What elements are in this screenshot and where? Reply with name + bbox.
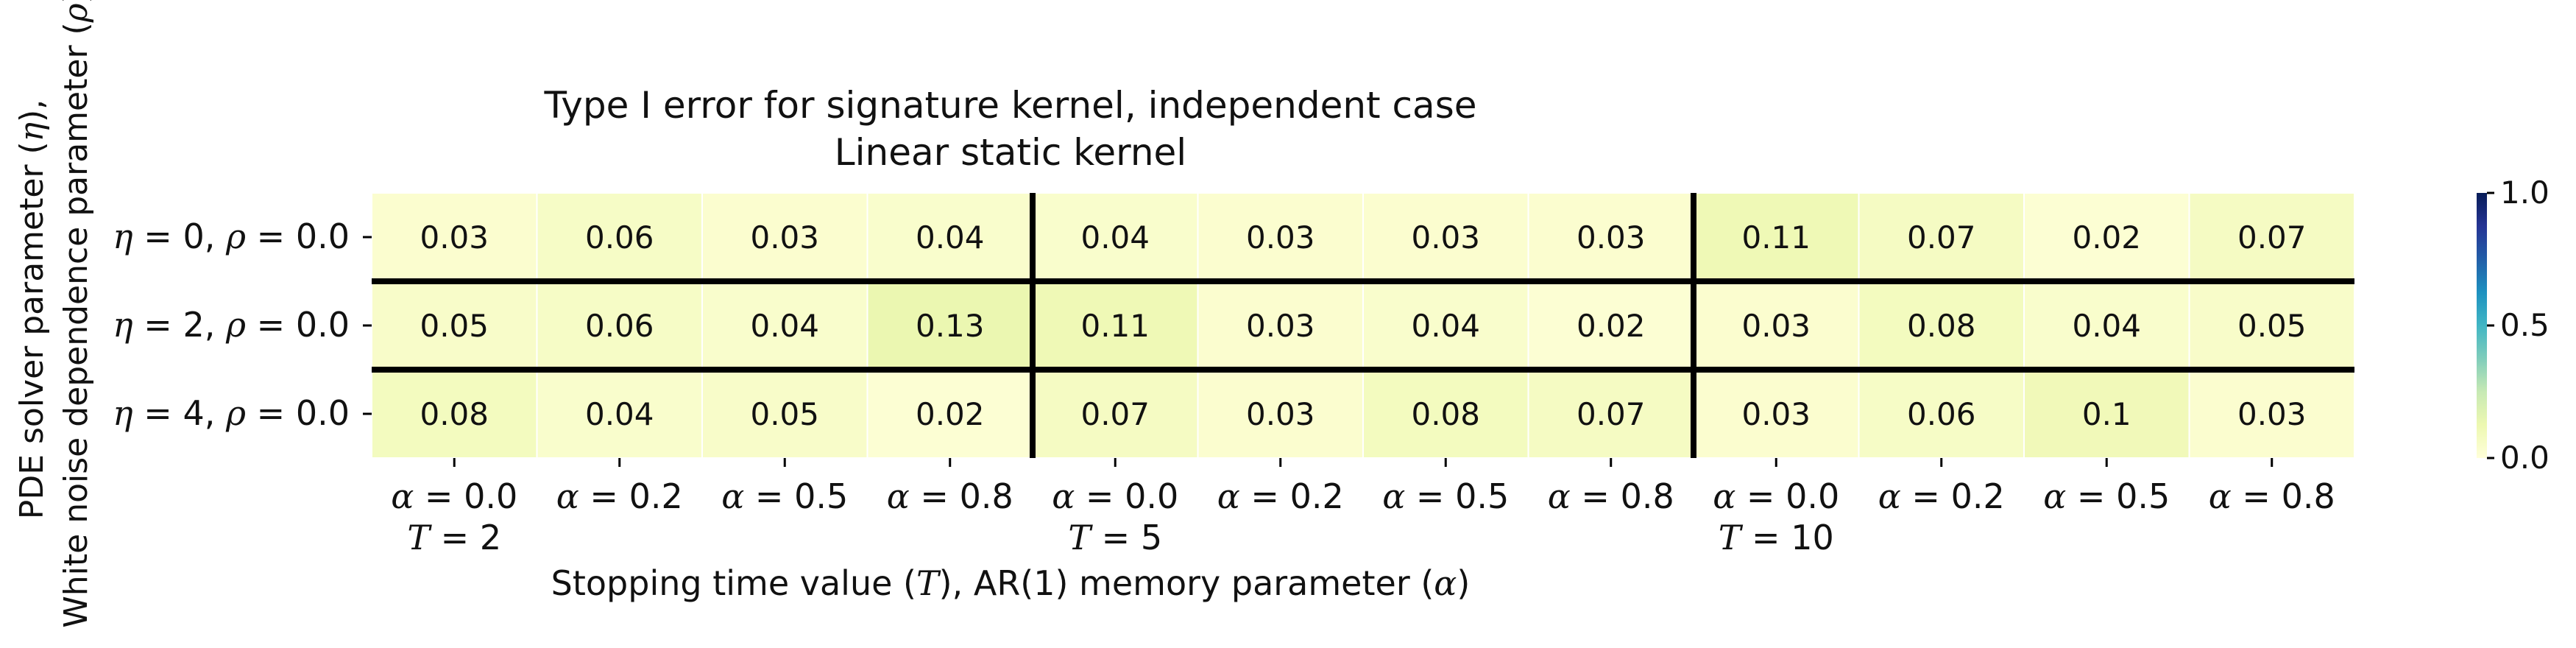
heatmap-cell <box>1197 192 1364 282</box>
heatmap-cell <box>371 281 538 370</box>
row-tick-label: η = 4, ρ = 0.0 <box>113 393 350 433</box>
cell-value-label: 0.11 <box>1741 219 1811 256</box>
cell-value-label: 0.05 <box>420 308 489 344</box>
column-tick-label: α = 0.0 <box>1052 476 1178 516</box>
cell-value-label: 0.02 <box>916 396 985 432</box>
row-tick-label: η = 2, ρ = 0.0 <box>113 305 350 345</box>
cell-value-label: 0.04 <box>750 308 819 344</box>
cell-value-label: 0.04 <box>1080 219 1150 256</box>
cell-value-label: 0.13 <box>916 308 985 344</box>
cell-value-label: 0.05 <box>750 396 819 432</box>
heatmap-cell <box>701 369 868 459</box>
column-tick-label: α = 0.2 <box>1878 476 2005 516</box>
column-tick-label: α = 0.0 <box>391 476 517 516</box>
cell-value-label: 0.06 <box>1907 396 1976 432</box>
cell-value-label: 0.04 <box>2072 308 2141 344</box>
heatmap-cell <box>371 369 538 459</box>
group-tick-label: T = 2 <box>407 518 501 557</box>
heatmap-cell <box>536 192 703 282</box>
cell-value-label: 0.04 <box>585 396 654 432</box>
heatmap-cell <box>1197 281 1364 370</box>
heatmap-cell <box>701 192 868 282</box>
heatmap-cell <box>1693 281 1860 370</box>
cell-value-label: 0.03 <box>1741 396 1811 432</box>
column-tick-label: α = 0.0 <box>1713 476 1839 516</box>
cell-value-label: 0.03 <box>1577 219 1646 256</box>
column-tick-label: α = 0.2 <box>556 476 683 516</box>
heatmap-cell <box>1032 192 1199 282</box>
cell-value-label: 0.04 <box>916 219 985 256</box>
chart-subtitle: Linear static kernel <box>835 131 1186 174</box>
cell-value-label: 0.06 <box>585 219 654 256</box>
colorbar-tick-label: 0.0 <box>2500 440 2550 476</box>
heatmap-cell <box>371 192 538 282</box>
y-axis-label-line: PDE solver parameter (η), <box>13 99 51 519</box>
group-tick-label: T = 5 <box>1068 518 1162 557</box>
heatmap-cell <box>2023 369 2190 459</box>
cell-value-label: 0.03 <box>750 219 819 256</box>
cell-value-label: 0.04 <box>1411 308 1480 344</box>
cell-value-label: 0.03 <box>1246 308 1315 344</box>
cell-value-label: 0.03 <box>1246 219 1315 256</box>
heatmap-cell <box>866 192 1033 282</box>
cell-value-label: 0.03 <box>2237 396 2307 432</box>
group-tick-label: T = 10 <box>1719 518 1834 557</box>
cell-value-label: 0.1 <box>2082 396 2131 432</box>
column-tick-label: α = 0.5 <box>2043 476 2170 516</box>
cell-value-label: 0.08 <box>1411 396 1480 432</box>
heatmap-cell <box>2188 281 2355 370</box>
cell-value-label: 0.03 <box>1741 308 1811 344</box>
colorbar-tick-label: 0.5 <box>2500 307 2550 343</box>
colorbar: 0.0 0.5 1.0 <box>2477 175 2550 476</box>
column-tick-label: α = 0.8 <box>1548 476 1674 516</box>
heatmap-cell <box>2188 192 2355 282</box>
cell-value-label: 0.08 <box>1907 308 1976 344</box>
heatmap-cell <box>866 369 1033 459</box>
heatmap-cell <box>1858 192 2025 282</box>
column-tick-label: α = 0.2 <box>1217 476 1344 516</box>
row-tick-label: η = 0, ρ = 0.0 <box>113 216 350 256</box>
y-axis-label-line: White noise dependence parameter (ρ) <box>57 0 95 628</box>
heatmap-cell <box>1527 281 1694 370</box>
cell-value-label: 0.02 <box>2072 219 2141 256</box>
colorbar-gradient <box>2477 193 2487 458</box>
heatmap-cell <box>1362 281 1529 370</box>
group-separators <box>372 193 2354 458</box>
column-tick-label: α = 0.8 <box>887 476 1013 516</box>
heatmap-cell <box>866 281 1033 370</box>
column-tick-labels: α = 0.0 α = 0.2 α = 0.5 α = 0.8 α = 0.0 α = 0… <box>391 458 2335 557</box>
column-tick-label: α = 0.5 <box>721 476 848 516</box>
row-tick-labels: η = 0, ρ = 0.0 η = 2, ρ = 0.0 η = 4, ρ = 0… <box>113 216 372 433</box>
cell-value-label: 0.11 <box>1080 308 1150 344</box>
cell-value-label: 0.07 <box>1907 219 1976 256</box>
cell-value-label: 0.03 <box>1246 396 1315 432</box>
cell-value-label: 0.02 <box>1577 308 1646 344</box>
heatmap-cell <box>2023 281 2190 370</box>
colorbar-tick-label: 1.0 <box>2500 175 2550 211</box>
cell-value-label: 0.03 <box>1411 219 1480 256</box>
x-axis-label: Stopping time value (T), AR(1) memory pa… <box>551 563 1471 603</box>
cell-value-label: 0.05 <box>2237 308 2307 344</box>
y-axis-label: PDE solver parameter (η), White noise dep… <box>13 0 95 628</box>
cell-value-label: 0.08 <box>420 396 489 432</box>
cell-value-label: 0.03 <box>420 219 489 256</box>
cell-value-label: 0.07 <box>1577 396 1646 432</box>
heatmap-cells: 0.03 0.06 0.03 0.04 0.04 0.03 0.03 0.03 0.11 0.07… <box>371 192 2355 459</box>
chart-title: Type I error for signature kernel, indep… <box>543 84 1476 127</box>
heatmap-cell <box>1527 192 1694 282</box>
column-tick-label: α = 0.8 <box>2209 476 2335 516</box>
cell-value-label: 0.07 <box>2237 219 2307 256</box>
heatmap-cell <box>2188 369 2355 459</box>
cell-value-label: 0.06 <box>585 308 654 344</box>
column-tick-label: α = 0.5 <box>1382 476 1509 516</box>
cell-value-label: 0.07 <box>1080 396 1150 432</box>
heatmap-cell <box>1032 369 1199 459</box>
